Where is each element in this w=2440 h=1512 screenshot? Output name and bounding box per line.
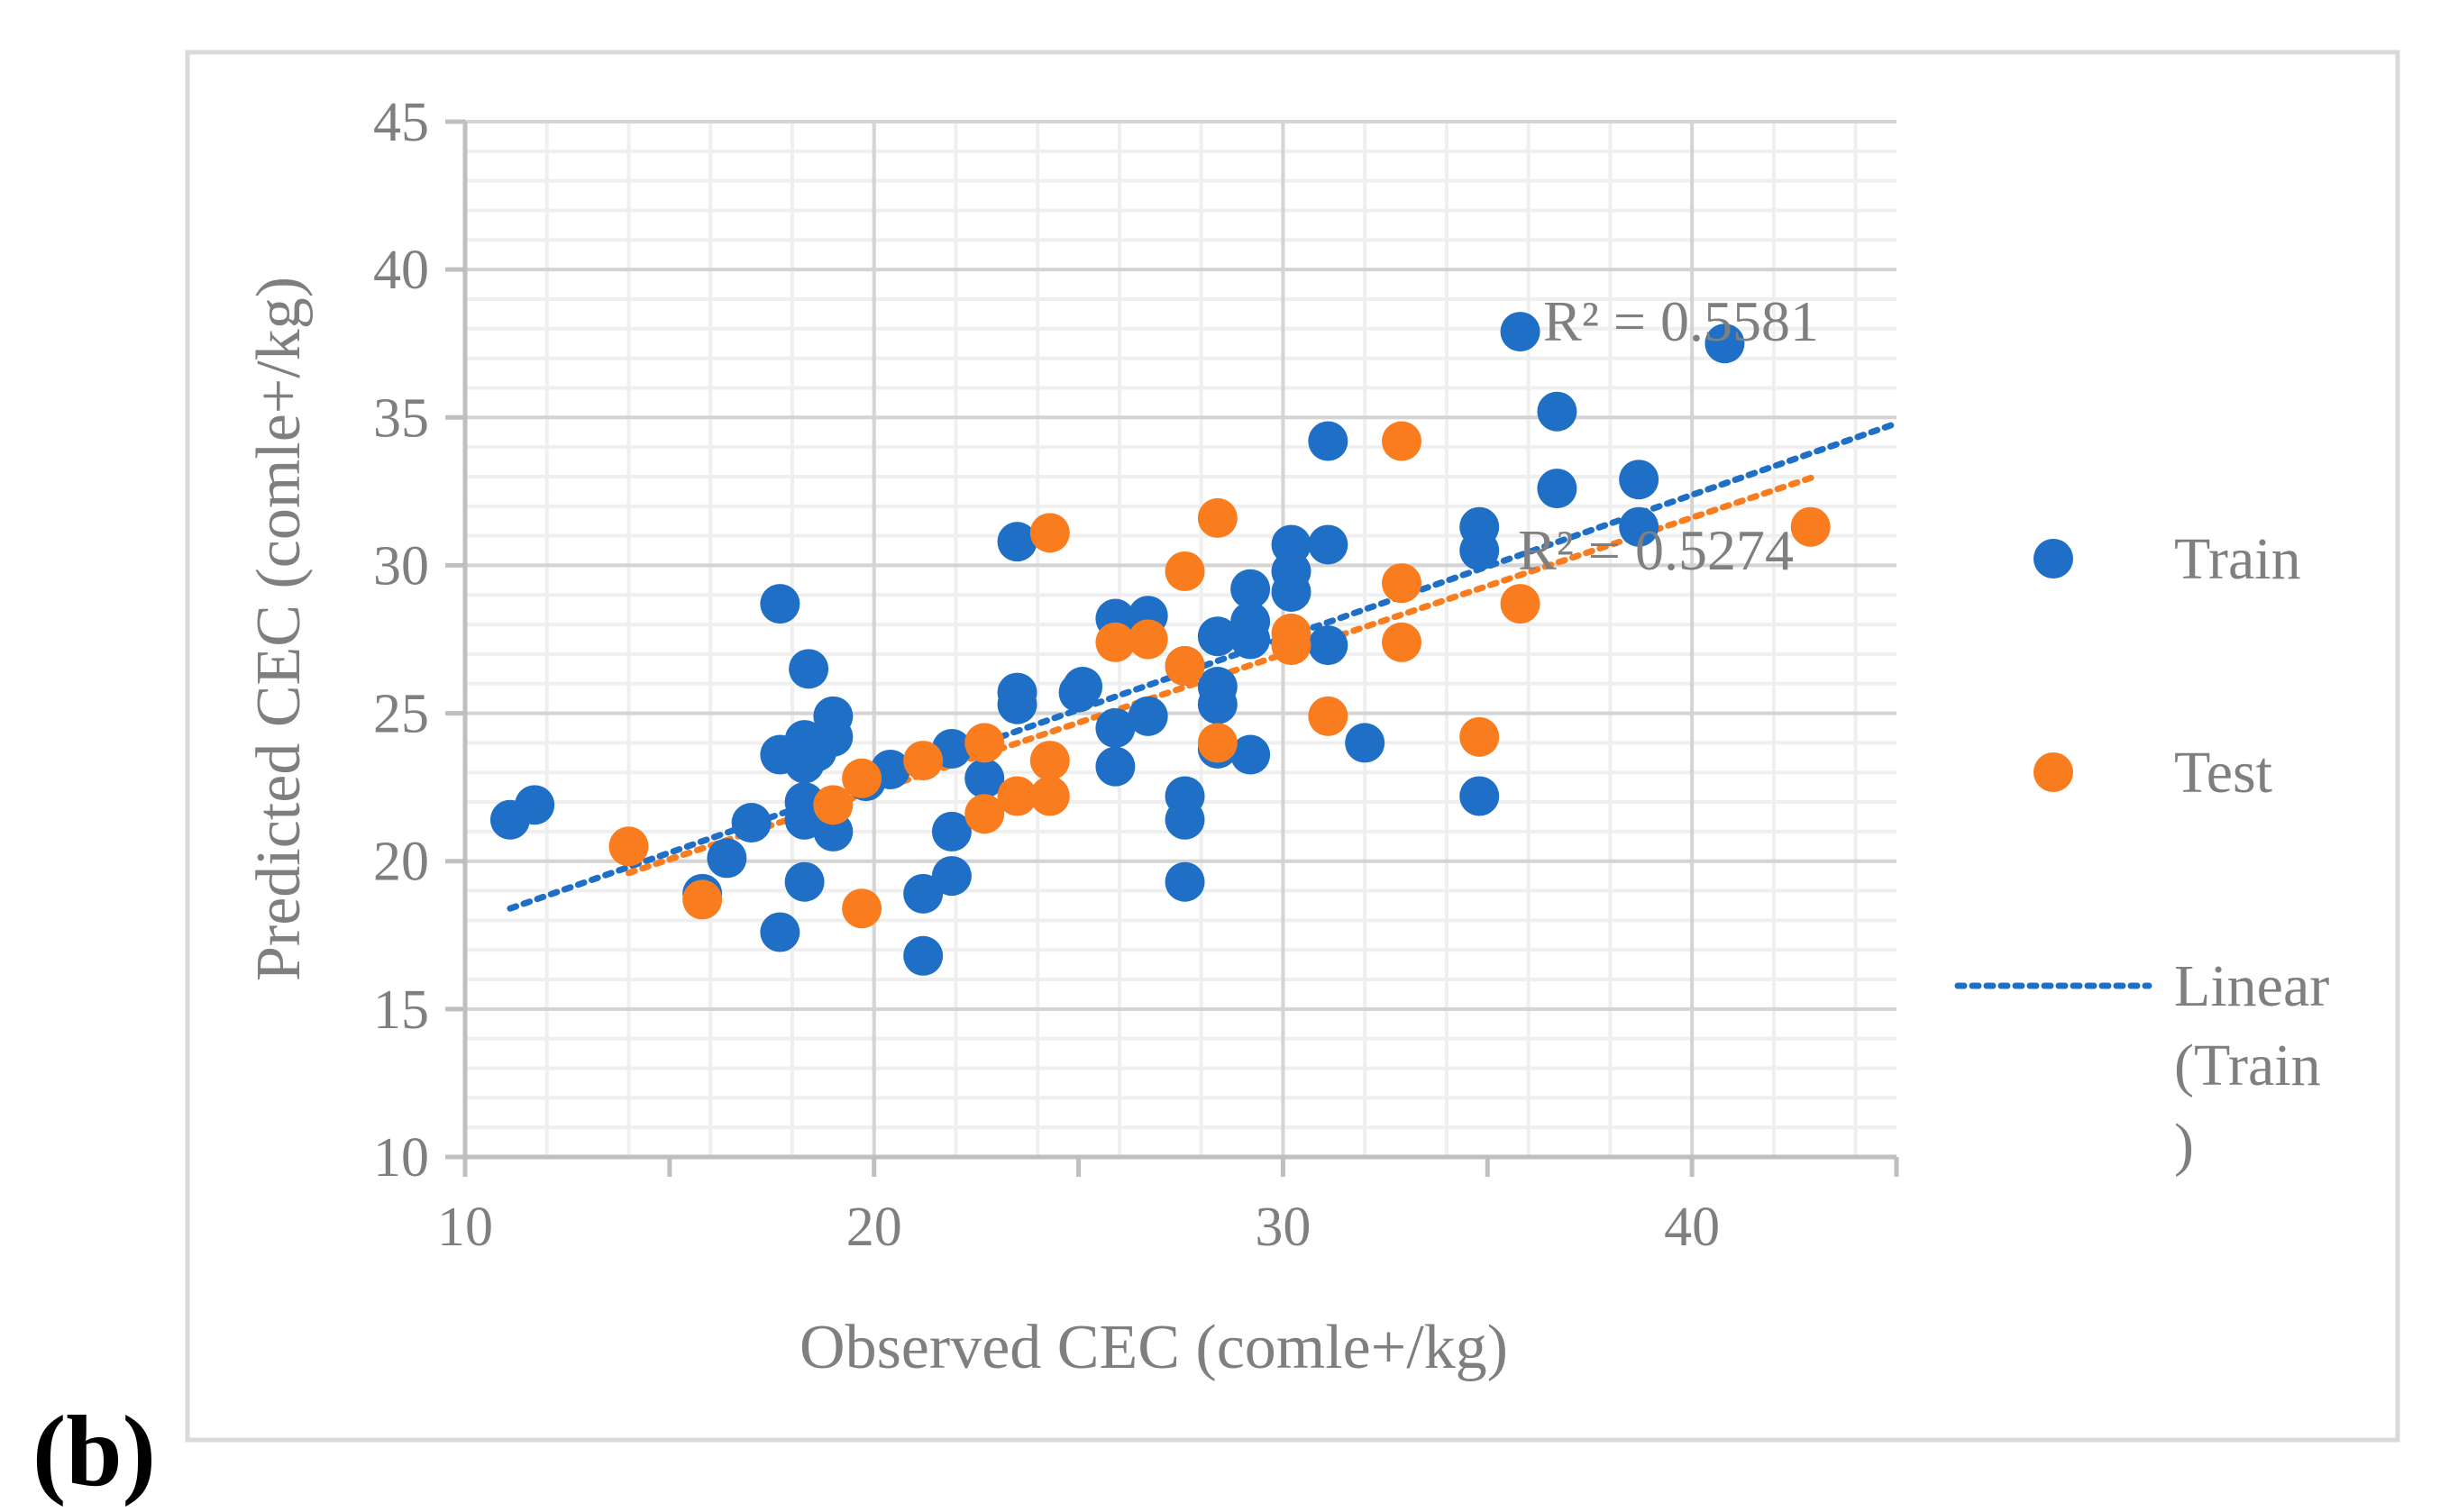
test-point xyxy=(1029,776,1070,816)
train-point xyxy=(1197,616,1238,657)
y-tick-label: 40 xyxy=(373,240,429,301)
train-point xyxy=(515,785,555,825)
train-point xyxy=(1165,861,1205,902)
x-axis-title: Observed CEC (comle+/kg) xyxy=(800,1313,1508,1382)
train-point xyxy=(813,696,854,736)
y-tick-label: 25 xyxy=(373,684,429,745)
test-point xyxy=(1500,584,1540,624)
y-tick-label: 10 xyxy=(373,1127,429,1189)
x-tick-label: 40 xyxy=(1664,1197,1720,1258)
train-point xyxy=(1095,746,1136,787)
train-point xyxy=(1619,460,1659,500)
train-point xyxy=(1308,524,1348,565)
x-tick-label: 30 xyxy=(1255,1197,1311,1258)
test-point xyxy=(1165,551,1205,591)
train-point xyxy=(997,672,1037,713)
test-point xyxy=(1029,741,1070,781)
y-tick-label: 15 xyxy=(373,979,429,1041)
test-point xyxy=(1029,513,1070,553)
train-point xyxy=(1230,601,1271,642)
y-tick-label: 35 xyxy=(373,387,429,449)
train-point xyxy=(1095,707,1136,748)
legend-linear-label: (Train xyxy=(2174,1033,2321,1098)
test-point xyxy=(1095,622,1136,662)
test-point xyxy=(1128,619,1168,660)
train-point xyxy=(1128,696,1168,736)
legend-test-marker xyxy=(2033,752,2073,792)
test-point xyxy=(682,879,723,920)
train-point xyxy=(1619,506,1659,547)
train-point xyxy=(931,856,972,897)
train-point xyxy=(931,811,972,852)
test-point xyxy=(997,776,1037,816)
x-tick-label: 10 xyxy=(437,1197,493,1258)
train-point xyxy=(1537,391,1577,432)
test-point xyxy=(842,888,882,929)
y-tick-label: 45 xyxy=(373,92,429,153)
legend: Train Test Linear (Train) xyxy=(1954,526,2329,1178)
panel-label: (b) xyxy=(32,1396,156,1507)
data-points xyxy=(489,312,1831,976)
train-point xyxy=(1230,569,1271,609)
x-tick-label: 20 xyxy=(846,1197,902,1258)
test-point xyxy=(903,741,944,781)
test-point xyxy=(1165,646,1205,687)
test-point xyxy=(1790,506,1831,547)
test-point xyxy=(1459,716,1500,757)
train-point xyxy=(707,838,747,879)
test-point xyxy=(1197,497,1238,538)
train-point xyxy=(1459,776,1500,816)
r-squared-test-label: R² = 0.5274 xyxy=(1518,518,1794,582)
train-point xyxy=(1537,469,1577,509)
test-point xyxy=(1382,622,1422,662)
train-point xyxy=(1197,667,1238,707)
legend-linear-label: Linear xyxy=(2174,953,2329,1019)
train-point xyxy=(1230,734,1271,775)
axes xyxy=(445,119,1899,1177)
train-point xyxy=(731,803,772,843)
test-point xyxy=(842,758,882,798)
legend-train-marker xyxy=(2033,539,2073,578)
train-point xyxy=(1345,723,1385,763)
train-point xyxy=(789,649,829,689)
train-point xyxy=(1704,323,1745,364)
train-point xyxy=(760,912,800,952)
y-axis-title: Predicted CEC (comle+/kg) xyxy=(244,277,314,981)
test-point xyxy=(608,826,649,867)
train-point xyxy=(1459,506,1500,547)
test-point xyxy=(964,794,1005,834)
r-squared-train-label: R² = 0.5581 xyxy=(1543,289,1819,353)
r-squared-labels: R² = 0.5581 R² = 0.5274 xyxy=(1518,289,1819,582)
train-point xyxy=(784,861,825,902)
train-point xyxy=(1308,421,1348,461)
train-point xyxy=(997,522,1037,562)
test-point xyxy=(1308,696,1348,736)
train-point xyxy=(903,935,944,976)
train-point xyxy=(1500,312,1540,352)
test-point xyxy=(813,785,854,825)
train-point xyxy=(760,584,800,624)
test-point xyxy=(1382,421,1422,461)
legend-linear-label: ) xyxy=(2174,1112,2194,1178)
legend-train-label: Train xyxy=(2174,526,2301,592)
test-point xyxy=(1382,563,1422,604)
test-point xyxy=(1271,613,1311,653)
train-point xyxy=(964,758,1005,798)
train-point xyxy=(1308,625,1348,666)
test-point xyxy=(1197,723,1238,763)
test-point xyxy=(964,723,1005,763)
chart-frame xyxy=(185,50,2400,1443)
train-point xyxy=(1165,776,1205,816)
train-point xyxy=(1063,667,1103,707)
train-point xyxy=(1271,524,1311,565)
y-tick-label: 30 xyxy=(373,535,429,597)
legend-test-label: Test xyxy=(2174,740,2272,806)
train-point xyxy=(903,873,944,914)
train-point xyxy=(784,782,825,823)
y-tick-label: 20 xyxy=(373,832,429,893)
tick-labels: 10 20 30 40 10 15 20 25 30 35 40 45 xyxy=(373,92,1720,1258)
